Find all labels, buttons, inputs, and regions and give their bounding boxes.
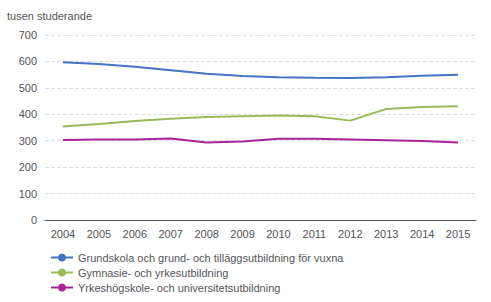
- svg-text:100: 100: [19, 188, 37, 200]
- svg-text:Grundskola och grund- och till: Grundskola och grund- och tilläggsutbild…: [78, 252, 344, 264]
- svg-text:2013: 2013: [374, 228, 398, 240]
- svg-text:2011: 2011: [303, 228, 327, 240]
- svg-text:2015: 2015: [446, 228, 470, 240]
- svg-text:2008: 2008: [194, 228, 218, 240]
- svg-text:2007: 2007: [158, 228, 182, 240]
- svg-text:2014: 2014: [410, 228, 434, 240]
- svg-text:2006: 2006: [123, 228, 147, 240]
- svg-text:200: 200: [19, 161, 37, 173]
- svg-text:2005: 2005: [87, 228, 111, 240]
- svg-text:500: 500: [19, 82, 37, 94]
- svg-text:700: 700: [19, 29, 37, 41]
- svg-text:2012: 2012: [338, 228, 362, 240]
- svg-text:Yrkeshögskole- och universitet: Yrkeshögskole- och universitetsutbildnin…: [78, 282, 280, 294]
- svg-text:2010: 2010: [266, 228, 290, 240]
- svg-text:400: 400: [19, 108, 37, 120]
- svg-text:tusen studerande: tusen studerande: [7, 10, 92, 22]
- svg-text:0: 0: [31, 214, 37, 226]
- svg-text:2009: 2009: [230, 228, 254, 240]
- svg-text:300: 300: [19, 135, 37, 147]
- svg-text:600: 600: [19, 55, 37, 67]
- svg-text:Gymnasie- och yrkesutbildning: Gymnasie- och yrkesutbildning: [78, 267, 228, 279]
- svg-text:2004: 2004: [51, 228, 75, 240]
